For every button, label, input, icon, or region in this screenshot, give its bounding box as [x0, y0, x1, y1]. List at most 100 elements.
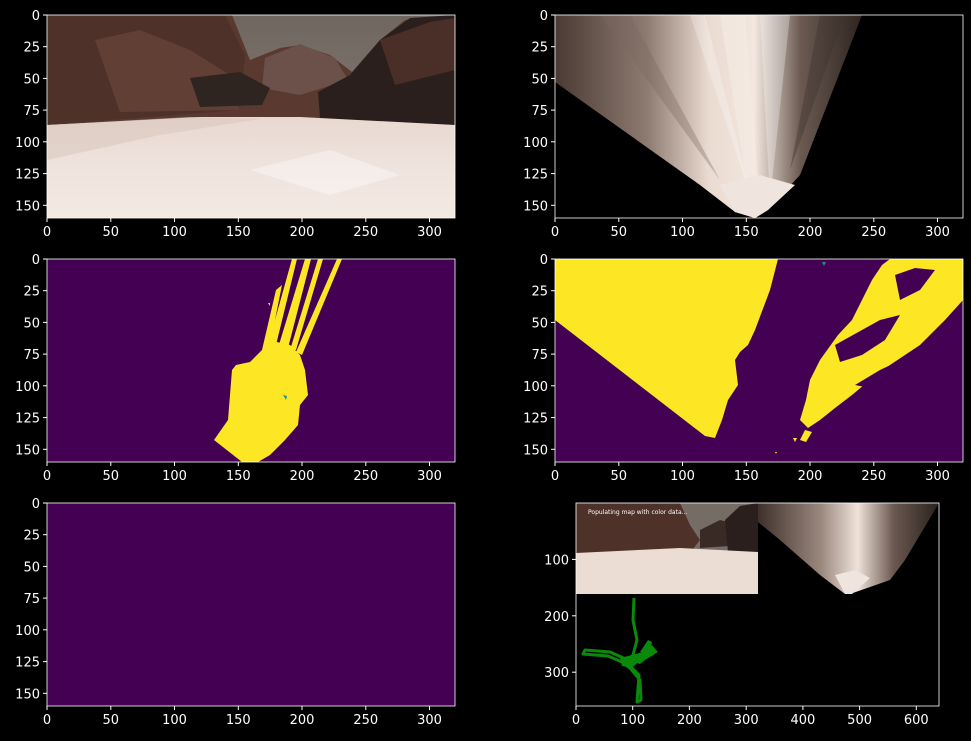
x-tick-label: 300	[417, 713, 442, 728]
y-tick-label: 50	[531, 72, 548, 87]
rover-path-map	[581, 597, 658, 704]
y-tick-label: 125	[15, 168, 40, 183]
x-tick-label: 150	[226, 469, 251, 484]
y-tick-label: 0	[32, 497, 40, 512]
x-tick-label: 250	[353, 713, 378, 728]
x-tick-label: 300	[925, 225, 950, 240]
rock-threshold-panel	[47, 503, 455, 706]
y-tick-label: 150	[523, 199, 548, 214]
perspective-warped-xticks: 0 50 100 150 200 250 300	[551, 218, 950, 240]
rock-threshold-xticks: 0 50 100 150 200 250 300	[43, 706, 442, 728]
x-tick-label: 50	[103, 225, 120, 240]
x-tick-label: 50	[611, 225, 628, 240]
output-mosaic-panel: Populating map with color data...	[576, 503, 939, 706]
y-tick-label: 100	[544, 553, 569, 568]
y-tick-label: 25	[23, 41, 40, 56]
x-tick-label: 300	[734, 713, 759, 728]
y-tick-label: 125	[523, 412, 548, 427]
x-tick-label: 250	[353, 469, 378, 484]
rock-threshold-frame	[46, 502, 456, 707]
x-tick-label: 100	[670, 469, 695, 484]
y-tick-label: 50	[23, 316, 40, 331]
y-tick-label: 50	[23, 72, 40, 87]
x-tick-label: 150	[226, 225, 251, 240]
perspective-warped-yticks: 0 25 50 75 100 125 150	[523, 9, 555, 214]
perspective-warped-panel	[555, 15, 963, 218]
x-tick-label: 0	[43, 713, 51, 728]
y-tick-label: 150	[15, 687, 40, 702]
navigable-threshold-xticks: 0 50 100 150 200 250 300	[43, 462, 442, 484]
x-tick-label: 0	[572, 713, 580, 728]
x-tick-label: 0	[43, 225, 51, 240]
y-tick-label: 300	[544, 666, 569, 681]
y-tick-label: 125	[15, 412, 40, 427]
navigable-threshold-yticks: 0 25 50 75 100 125 150	[15, 253, 47, 458]
x-tick-label: 150	[734, 225, 759, 240]
y-tick-label: 125	[15, 656, 40, 671]
x-tick-label: 50	[103, 713, 120, 728]
y-tick-label: 0	[540, 9, 548, 24]
y-tick-label: 125	[523, 168, 548, 183]
y-tick-label: 100	[523, 380, 548, 395]
y-tick-label: 100	[15, 380, 40, 395]
x-tick-label: 300	[417, 469, 442, 484]
x-tick-label: 100	[670, 225, 695, 240]
y-tick-label: 150	[15, 199, 40, 214]
x-tick-label: 300	[925, 469, 950, 484]
camera-image-yticks: 0 25 50 75 100 125 150	[15, 9, 47, 214]
y-tick-label: 0	[32, 253, 40, 268]
x-tick-label: 500	[847, 713, 872, 728]
mosaic-warped-inset	[758, 503, 939, 594]
x-tick-label: 100	[162, 713, 187, 728]
y-tick-label: 25	[23, 529, 40, 544]
y-tick-label: 75	[23, 104, 40, 119]
x-tick-label: 50	[103, 469, 120, 484]
y-tick-label: 150	[15, 443, 40, 458]
navigable-threshold-panel	[47, 259, 455, 462]
camera-image-frame	[46, 14, 456, 219]
x-tick-label: 200	[798, 469, 823, 484]
x-tick-label: 300	[417, 225, 442, 240]
x-tick-label: 400	[790, 713, 815, 728]
x-tick-label: 200	[798, 225, 823, 240]
y-tick-label: 25	[531, 285, 548, 300]
x-tick-label: 100	[162, 225, 187, 240]
perspective-warped-frame	[554, 14, 964, 219]
x-tick-label: 200	[677, 713, 702, 728]
camera-image-xticks: 0 50 100 150 200 250 300	[43, 218, 442, 240]
y-tick-label: 50	[531, 316, 548, 331]
y-tick-label: 0	[540, 253, 548, 268]
y-tick-label: 100	[15, 136, 40, 151]
obstacle-threshold-yticks: 0 25 50 75 100 125 150	[523, 253, 555, 458]
x-tick-label: 150	[734, 469, 759, 484]
navigable-threshold-frame	[46, 258, 456, 463]
x-tick-label: 0	[43, 469, 51, 484]
x-tick-label: 0	[551, 469, 559, 484]
output-mosaic-yticks: 100 200 300	[544, 553, 576, 681]
x-tick-label: 150	[226, 713, 251, 728]
obstacle-threshold-frame	[554, 258, 964, 463]
y-tick-label: 150	[523, 443, 548, 458]
y-tick-label: 200	[544, 610, 569, 625]
x-tick-label: 250	[861, 469, 886, 484]
x-tick-label: 200	[290, 469, 315, 484]
camera-image-panel	[47, 15, 455, 218]
y-tick-label: 100	[15, 624, 40, 639]
x-tick-label: 200	[290, 713, 315, 728]
x-tick-label: 0	[551, 225, 559, 240]
y-tick-label: 50	[23, 560, 40, 575]
y-tick-label: 75	[23, 592, 40, 607]
y-tick-label: 75	[23, 348, 40, 363]
y-tick-label: 25	[23, 285, 40, 300]
x-tick-label: 250	[861, 225, 886, 240]
obstacle-threshold-panel	[555, 259, 963, 462]
x-tick-label: 100	[620, 713, 645, 728]
y-tick-label: 25	[531, 41, 548, 56]
y-tick-label: 75	[531, 348, 548, 363]
output-mosaic-xticks: 0 100 200 300 400 500 600	[572, 706, 929, 728]
y-tick-label: 75	[531, 104, 548, 119]
output-mosaic-frame	[575, 502, 940, 707]
obstacle-threshold-xticks: 0 50 100 150 200 250 300	[551, 462, 950, 484]
x-tick-label: 250	[353, 225, 378, 240]
